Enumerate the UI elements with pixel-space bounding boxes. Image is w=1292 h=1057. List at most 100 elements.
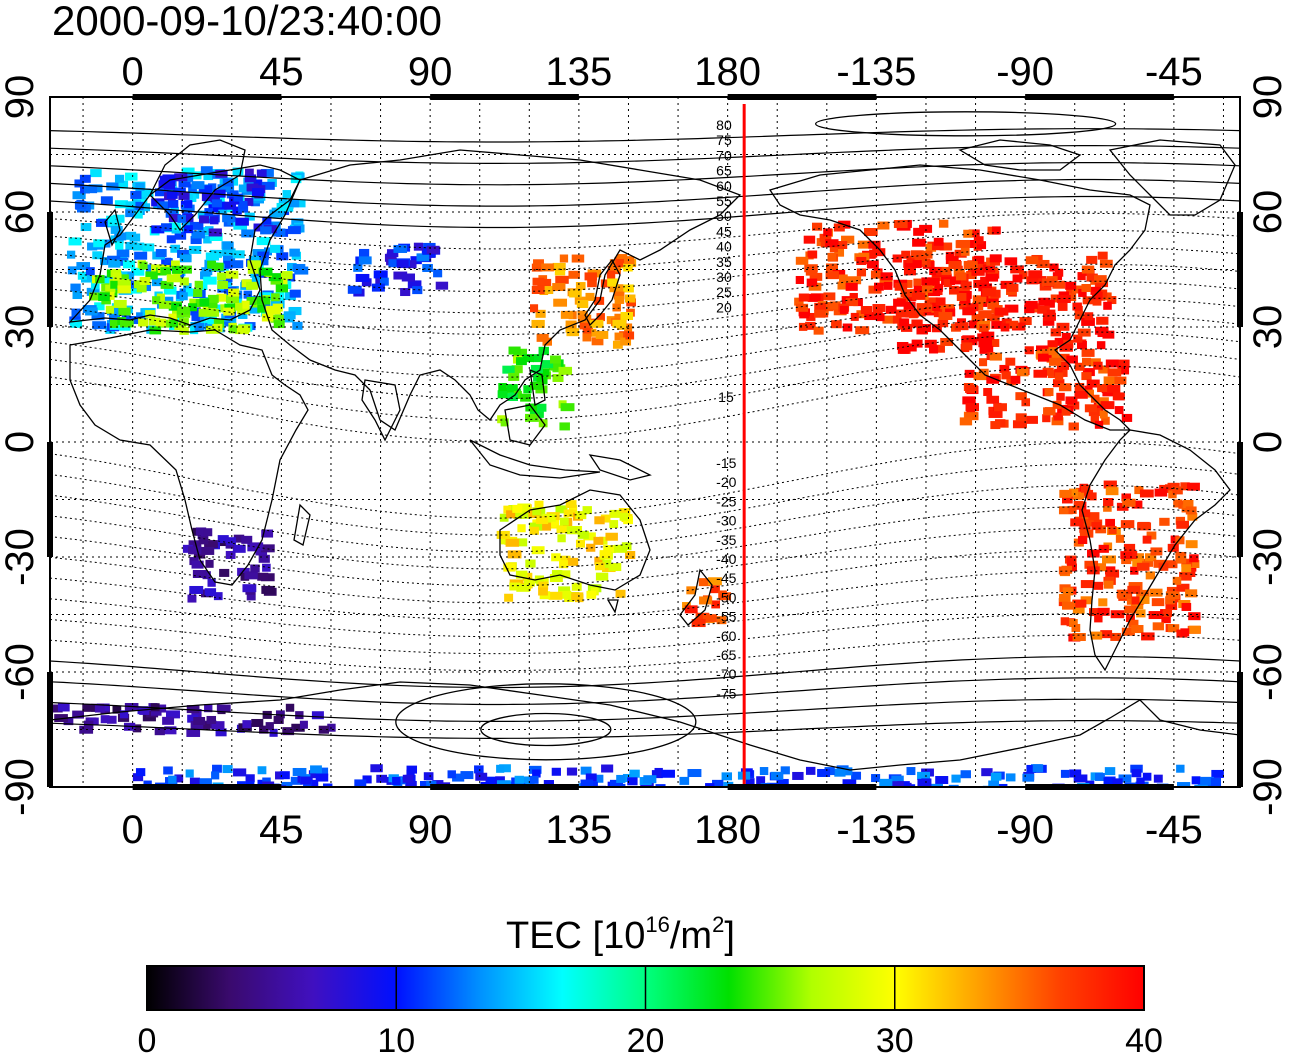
tec-cell [1189, 625, 1201, 634]
tec-cell [233, 193, 243, 202]
tec-cell [177, 214, 186, 223]
tec-cell [1052, 400, 1062, 409]
tec-cell [158, 300, 172, 309]
tec-cell [825, 271, 839, 280]
tec-cell [160, 267, 171, 276]
tec-cell [227, 303, 236, 312]
colorbar-label: TEC [1016/m2] [506, 912, 735, 957]
colorbar-tick-label: 10 [377, 1022, 415, 1057]
tec-cell [552, 262, 566, 271]
tec-cell [872, 304, 886, 313]
tec-cell [1072, 632, 1086, 641]
tec-cell [401, 273, 416, 282]
tec-cell [504, 593, 514, 602]
tec-cell [79, 174, 91, 183]
tec-cell [808, 282, 822, 291]
tec-cell [924, 339, 937, 348]
tec-cell [262, 710, 272, 719]
tec-cell [190, 236, 202, 245]
tec-cell [978, 339, 992, 348]
tec-cell [933, 309, 943, 318]
tec-cell [117, 279, 131, 288]
tec-cell [354, 779, 367, 787]
tec-cell [826, 263, 839, 272]
tec-cell [1131, 500, 1143, 509]
lat-tick-label: 60 [1246, 190, 1290, 235]
tec-cell [580, 779, 594, 787]
tec-cell [1084, 560, 1099, 569]
tec-cell [1167, 624, 1180, 633]
tec-cell [594, 516, 605, 525]
tec-cell [143, 780, 152, 787]
tec-cell [540, 522, 552, 531]
tec-cell [1025, 256, 1039, 265]
tec-cell [1047, 340, 1058, 349]
tec-cell [1180, 628, 1190, 637]
tec-cell [966, 270, 977, 279]
tec-cell [929, 783, 943, 787]
tec-cell [110, 280, 124, 289]
tec-cell [1093, 361, 1103, 370]
tec-cell [580, 766, 592, 775]
tec-cell [171, 265, 185, 274]
tec-cell [1082, 296, 1094, 305]
tec-cell [376, 774, 388, 783]
tec-cell [244, 174, 257, 183]
tec-cell [233, 534, 245, 543]
tec-cell [250, 564, 260, 573]
tec-cell [1120, 520, 1135, 529]
tec-cell [347, 285, 362, 294]
tec-cell [275, 284, 289, 293]
tec-cell [220, 318, 231, 327]
tec-cell [233, 768, 247, 777]
tec-cell [119, 710, 129, 719]
tec-cell [262, 216, 272, 225]
tec-cell [388, 259, 403, 268]
tec-cell [99, 275, 111, 284]
tec-cell [819, 233, 832, 242]
tec-cell [106, 215, 115, 224]
tec-cell [188, 303, 197, 312]
tec-cell [1073, 774, 1088, 783]
tec-cell [212, 304, 221, 313]
tec-cell [132, 773, 144, 782]
tec-cell [529, 526, 539, 535]
tec-cell [241, 300, 250, 309]
tec-cell [817, 768, 831, 777]
tec-cell [973, 236, 984, 245]
tec-cell [246, 592, 256, 601]
contour-label: 20 [716, 299, 732, 315]
tec-cell [373, 270, 388, 279]
tec-cell [1103, 503, 1112, 512]
lon-tick-label: -135 [836, 808, 916, 852]
tec-cell [1180, 572, 1192, 581]
tec-cell [92, 251, 103, 260]
tec-cell [294, 266, 309, 275]
tec-cell [179, 292, 188, 301]
tec-cell [622, 773, 632, 782]
tec-cell [203, 528, 213, 537]
tec-cell [1176, 520, 1189, 529]
tec-cell [1072, 605, 1085, 614]
tec-cell [873, 308, 883, 317]
lon-tick-label: 45 [259, 808, 304, 852]
tec-cell [258, 554, 270, 563]
tec-cell [1103, 480, 1117, 489]
tec-cell [906, 255, 920, 264]
tec-cell [609, 509, 624, 518]
tec-cell [237, 306, 250, 315]
tec-cell [157, 201, 170, 210]
lat-tick-label: -90 [1246, 758, 1290, 816]
tec-cell [1115, 534, 1125, 543]
tec-cell [1019, 271, 1028, 280]
tec-cell [983, 387, 993, 396]
tec-cell [232, 206, 242, 215]
contour-label: 80 [716, 117, 732, 133]
tec-cell [1021, 398, 1031, 407]
tec-cell [842, 779, 857, 787]
tec-cell [1093, 581, 1104, 590]
tec-cell [1165, 596, 1176, 605]
tec-cell [533, 259, 544, 268]
tec-cell [559, 517, 569, 526]
tec-cell [150, 707, 162, 716]
